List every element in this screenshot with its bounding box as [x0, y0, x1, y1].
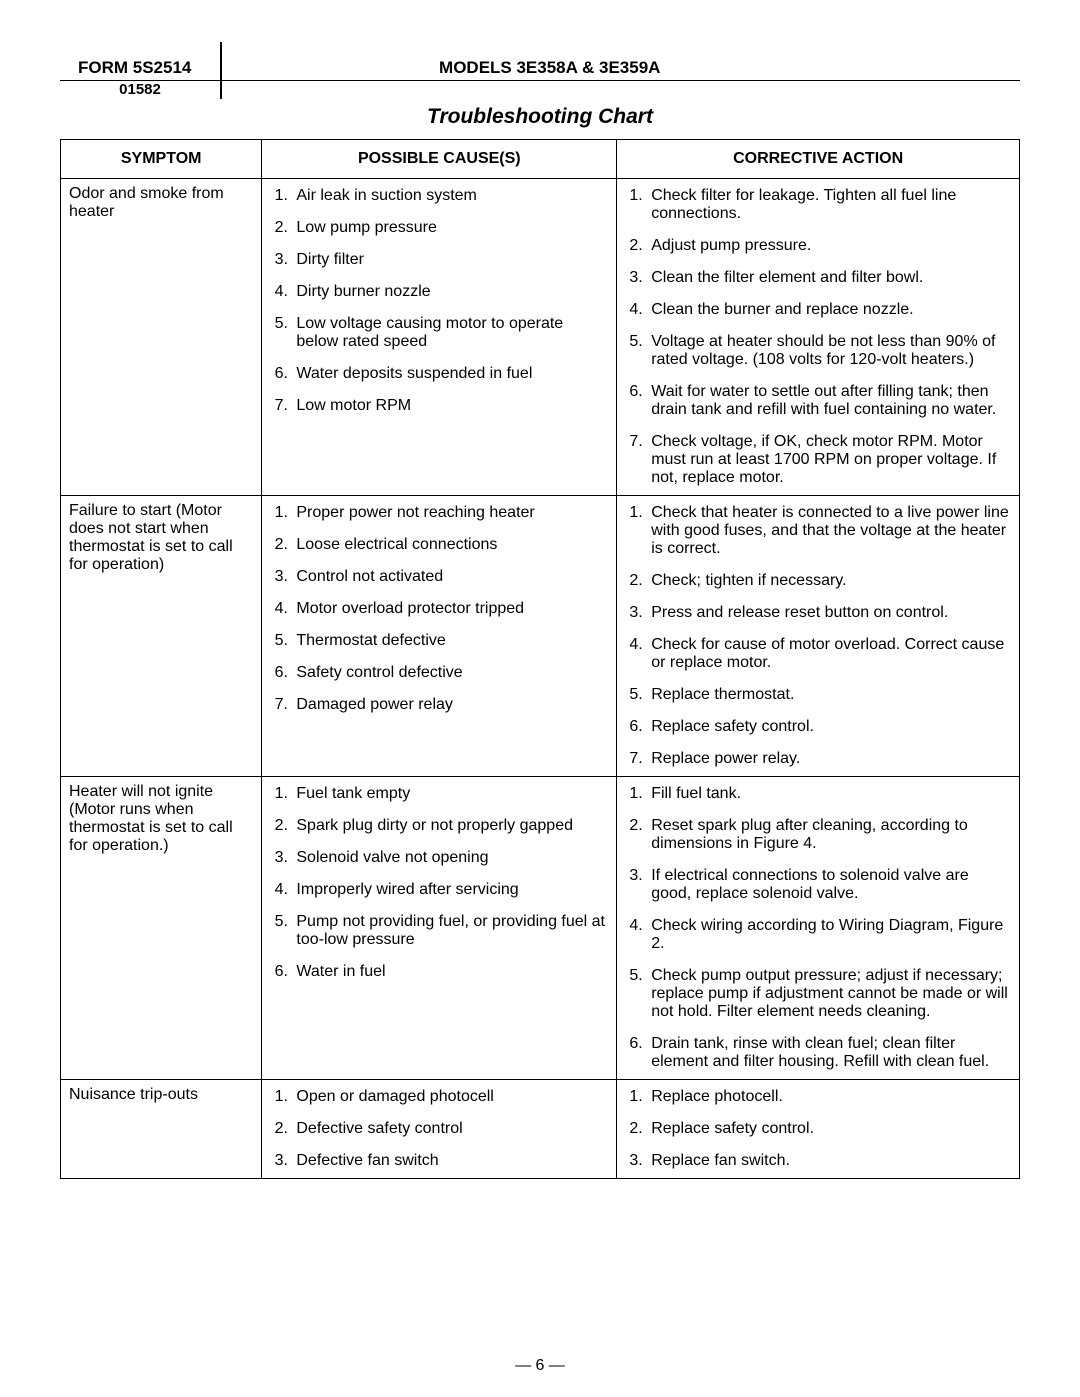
action-item: Replace fan switch. [647, 1150, 1011, 1172]
cause-item: Spark plug dirty or not properly gapped [292, 815, 608, 847]
action-item: Check filter for leakage. Tighten all fu… [647, 185, 1011, 235]
symptom-cell: Heater will not ignite (Motor runs when … [61, 777, 262, 1080]
action-item: Voltage at heater should be not less tha… [647, 331, 1011, 381]
action-item: Replace power relay. [647, 748, 1011, 770]
table-row: Failure to start (Motor does not start w… [61, 496, 1020, 777]
subheader-row: 01582 [60, 81, 1020, 99]
cause-item: Dirty burner nozzle [292, 281, 608, 313]
action-item: Replace thermostat. [647, 684, 1011, 716]
models-label: MODELS 3E358A & 3E359A [240, 58, 1021, 78]
action-item: Replace photocell. [647, 1086, 1011, 1118]
cause-item: Damaged power relay [292, 694, 608, 716]
date-code: 01582 [60, 81, 220, 99]
action-item: Check voltage, if OK, check motor RPM. M… [647, 431, 1011, 489]
table-body: Odor and smoke from heaterAir leak in su… [61, 179, 1020, 1179]
troubleshooting-table: SYMPTOM POSSIBLE CAUSE(S) CORRECTIVE ACT… [60, 139, 1020, 1179]
col-cause: POSSIBLE CAUSE(S) [262, 140, 617, 179]
col-symptom: SYMPTOM [61, 140, 262, 179]
subheader-divider [220, 81, 222, 99]
action-item: Reset spark plug after cleaning, accordi… [647, 815, 1011, 865]
action-item: Check wiring according to Wiring Diagram… [647, 915, 1011, 965]
chart-title: Troubleshooting Chart [60, 105, 1020, 129]
cause-item: Solenoid valve not opening [292, 847, 608, 879]
action-item: If electrical connections to solenoid va… [647, 865, 1011, 915]
cause-item: Dirty filter [292, 249, 608, 281]
action-item: Check; tighten if necessary. [647, 570, 1011, 602]
action-item: Check pump output pressure; adjust if ne… [647, 965, 1011, 1033]
cause-item: Motor overload protector tripped [292, 598, 608, 630]
cause-item: Open or damaged photocell [292, 1086, 608, 1118]
action-item: Clean the filter element and filter bowl… [647, 267, 1011, 299]
action-cell: Fill fuel tank.Reset spark plug after cl… [617, 777, 1020, 1080]
action-item: Wait for water to settle out after filli… [647, 381, 1011, 431]
cause-cell: Proper power not reaching heaterLoose el… [262, 496, 617, 777]
cause-item: Water in fuel [292, 961, 608, 983]
table-row: Heater will not ignite (Motor runs when … [61, 777, 1020, 1080]
symptom-cell: Failure to start (Motor does not start w… [61, 496, 262, 777]
action-item: Clean the burner and replace nozzle. [647, 299, 1011, 331]
col-action: CORRECTIVE ACTION [617, 140, 1020, 179]
symptom-cell: Nuisance trip-outs [61, 1080, 262, 1179]
cause-cell: Air leak in suction systemLow pump press… [262, 179, 617, 496]
page: FORM 5S2514 MODELS 3E358A & 3E359A 01582… [0, 0, 1080, 1397]
table-row: Nuisance trip-outsOpen or damaged photoc… [61, 1080, 1020, 1179]
cause-item: Improperly wired after servicing [292, 879, 608, 911]
table-row: Odor and smoke from heaterAir leak in su… [61, 179, 1020, 496]
cause-item: Pump not providing fuel, or providing fu… [292, 911, 608, 961]
action-item: Drain tank, rinse with clean fuel; clean… [647, 1033, 1011, 1073]
action-cell: Check that heater is connected to a live… [617, 496, 1020, 777]
symptom-cell: Odor and smoke from heater [61, 179, 262, 496]
cause-item: Air leak in suction system [292, 185, 608, 217]
cause-item: Low motor RPM [292, 395, 608, 417]
form-label: FORM 5S2514 [60, 58, 220, 78]
action-item: Check for cause of motor overload. Corre… [647, 634, 1011, 684]
action-cell: Replace photocell.Replace safety control… [617, 1080, 1020, 1179]
action-item: Check that heater is connected to a live… [647, 502, 1011, 570]
cause-item: Thermostat defective [292, 630, 608, 662]
cause-item: Safety control defective [292, 662, 608, 694]
table-header-row: SYMPTOM POSSIBLE CAUSE(S) CORRECTIVE ACT… [61, 140, 1020, 179]
cause-item: Low voltage causing motor to operate bel… [292, 313, 608, 363]
cause-item: Defective fan switch [292, 1150, 608, 1172]
action-item: Fill fuel tank. [647, 783, 1011, 815]
cause-item: Loose electrical connections [292, 534, 608, 566]
cause-item: Defective safety control [292, 1118, 608, 1150]
cause-item: Water deposits suspended in fuel [292, 363, 608, 395]
header-row: FORM 5S2514 MODELS 3E358A & 3E359A [60, 40, 1020, 81]
action-cell: Check filter for leakage. Tighten all fu… [617, 179, 1020, 496]
cause-cell: Fuel tank emptySpark plug dirty or not p… [262, 777, 617, 1080]
cause-item: Fuel tank empty [292, 783, 608, 815]
action-item: Replace safety control. [647, 716, 1011, 748]
cause-cell: Open or damaged photocellDefective safet… [262, 1080, 617, 1179]
cause-item: Proper power not reaching heater [292, 502, 608, 534]
action-item: Adjust pump pressure. [647, 235, 1011, 267]
page-number: — 6 — [0, 1357, 1080, 1375]
header-divider [220, 42, 222, 80]
cause-item: Low pump pressure [292, 217, 608, 249]
action-item: Press and release reset button on contro… [647, 602, 1011, 634]
cause-item: Control not activated [292, 566, 608, 598]
action-item: Replace safety control. [647, 1118, 1011, 1150]
